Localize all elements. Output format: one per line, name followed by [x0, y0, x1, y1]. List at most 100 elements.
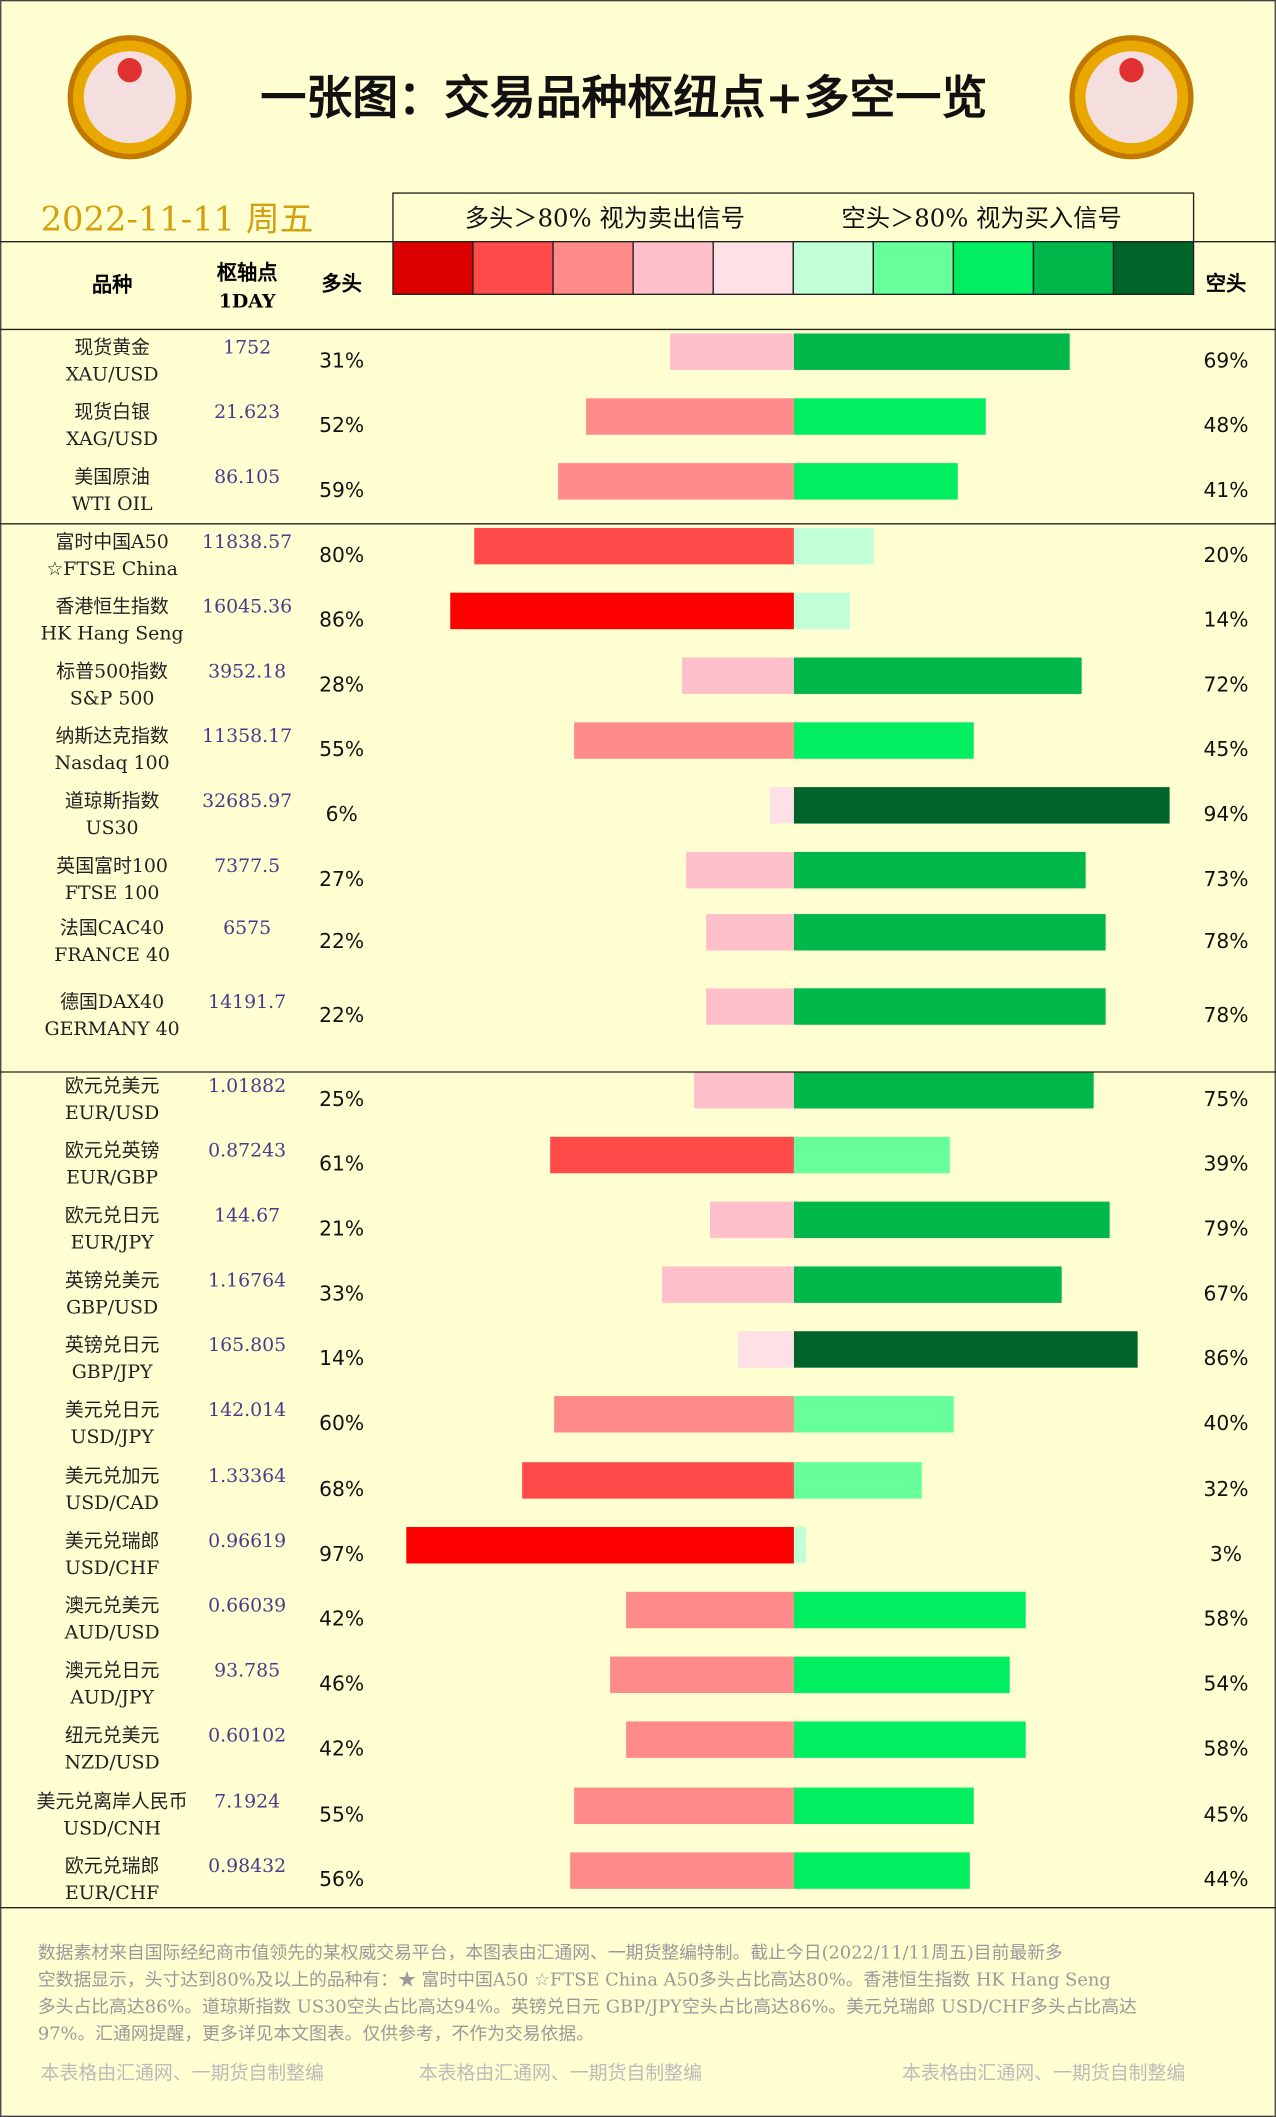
long-label: 22%	[319, 1003, 364, 1027]
long-bar	[682, 657, 794, 694]
pivot: 93.785	[214, 1659, 280, 1681]
short-bar	[793, 1136, 950, 1174]
short-bar	[793, 1462, 922, 1499]
long-label: 55%	[319, 1802, 364, 1826]
short-bar	[793, 1787, 974, 1825]
row-code: ☆FTSE China	[46, 558, 177, 580]
header-pivot: 枢轴点	[217, 261, 278, 285]
pivot: 16045.36	[202, 596, 292, 618]
short-label: 20%	[1203, 543, 1248, 567]
legend-swatch	[872, 240, 955, 296]
long-label: 46%	[319, 1671, 364, 1695]
legend-swatch	[952, 240, 1035, 296]
credit: 本表格由汇通网、一期货自制整编	[41, 2062, 324, 2084]
short-label: 79%	[1203, 1216, 1248, 1240]
pivot: 3952.18	[208, 660, 286, 682]
row-name: 澳元兑日元	[65, 1659, 160, 1681]
header-name: 品种	[92, 273, 133, 297]
short-label: 39%	[1203, 1152, 1248, 1176]
date: 2022-11-11 周五	[41, 199, 314, 238]
pivot: 11358.17	[202, 725, 292, 747]
short-label: 3%	[1210, 1542, 1242, 1566]
legend-swatch	[792, 240, 875, 296]
row-name: 英镑兑美元	[65, 1269, 160, 1291]
row-name: 纳斯达克指数	[55, 725, 168, 747]
row-name: 美国原油	[74, 466, 150, 488]
row-name: 现货黄金	[74, 336, 150, 358]
row-name: 英镑兑日元	[65, 1334, 160, 1356]
long-bar	[558, 463, 794, 500]
row-name: 法国CAC40	[60, 917, 164, 939]
header-long: 多头	[321, 271, 362, 295]
pivot: 0.60102	[208, 1724, 286, 1746]
short-label: 58%	[1203, 1607, 1248, 1631]
short-label: 40%	[1203, 1411, 1248, 1435]
row-name: 富时中国A50	[56, 531, 169, 553]
short-label: 14%	[1203, 608, 1248, 632]
long-label: 97%	[319, 1542, 364, 1566]
credit: 本表格由汇通网、一期货自制整编	[902, 2062, 1185, 2084]
short-bar	[793, 914, 1106, 951]
pivot: 21.623	[214, 401, 280, 423]
footer-text: 空数据显示，头寸达到80%及以上的品种有：★ 富时中国A50 ☆FTSE Chi…	[38, 1970, 1111, 1991]
legend-swatch	[1112, 240, 1195, 296]
long-label: 52%	[319, 413, 364, 437]
short-bar	[793, 1072, 1094, 1109]
short-label: 45%	[1203, 1802, 1248, 1826]
row-code: FRANCE 40	[54, 944, 170, 966]
pivot: 165.805	[208, 1334, 286, 1356]
pivot: 144.67	[214, 1204, 280, 1226]
row-code: AUD/USD	[64, 1622, 160, 1644]
short-bar	[793, 1656, 1010, 1694]
short-label: 78%	[1203, 929, 1248, 953]
pivot: 1.16764	[208, 1269, 286, 1291]
row-code: NZD/USD	[65, 1751, 160, 1773]
legend-swatch	[552, 240, 634, 296]
row-name: 道琼斯指数	[65, 790, 160, 812]
short-label: 48%	[1203, 413, 1248, 437]
chart-title: 一张图：交易品种枢纽点+多空一览	[260, 70, 987, 124]
short-label: 69%	[1203, 348, 1248, 372]
long-bar	[450, 592, 794, 630]
long-bar	[474, 527, 794, 565]
long-label: 56%	[319, 1867, 364, 1891]
short-label: 75%	[1203, 1087, 1248, 1111]
long-label: 68%	[319, 1477, 364, 1501]
long-bar	[610, 1656, 794, 1694]
short-label: 32%	[1203, 1477, 1248, 1501]
row-code: EUR/CHF	[65, 1882, 159, 1904]
long-label: 42%	[319, 1607, 364, 1631]
row-code: GBP/USD	[66, 1296, 158, 1318]
row-code: GBP/JPY	[72, 1361, 153, 1383]
long-label: 60%	[319, 1411, 364, 1435]
pivot: 0.96619	[208, 1530, 286, 1552]
short-label: 45%	[1203, 737, 1248, 761]
long-bar	[706, 914, 794, 951]
pivot: 1.33364	[208, 1465, 286, 1487]
long-label: 25%	[319, 1087, 364, 1111]
row-code: EUR/JPY	[71, 1231, 155, 1253]
row-name: 美元兑日元	[65, 1399, 160, 1421]
long-label: 27%	[319, 867, 364, 891]
short-bar	[793, 1852, 970, 1889]
long-bar	[706, 988, 794, 1025]
row-name: 纽元兑美元	[65, 1724, 160, 1746]
short-label: 86%	[1203, 1346, 1248, 1370]
row-code: S&P 500	[70, 687, 155, 709]
short-bar	[793, 1266, 1062, 1303]
row-code: USD/JPY	[71, 1426, 155, 1448]
row-code: EUR/GBP	[66, 1167, 158, 1189]
legend-long: 多头＞80% 视为卖出信号	[465, 204, 745, 233]
legend-short: 空头＞80% 视为买入信号	[841, 204, 1121, 233]
row-code: USD/CHF	[65, 1557, 159, 1579]
row-code: FTSE 100	[65, 882, 159, 904]
long-label: 42%	[319, 1736, 364, 1760]
pivot: 7.1924	[214, 1790, 280, 1812]
row-code: HK Hang Seng	[41, 623, 184, 645]
legend-swatch	[1032, 240, 1115, 296]
logo-left	[67, 35, 192, 160]
long-bar	[694, 1072, 794, 1109]
row-name: 澳元兑美元	[65, 1595, 160, 1617]
